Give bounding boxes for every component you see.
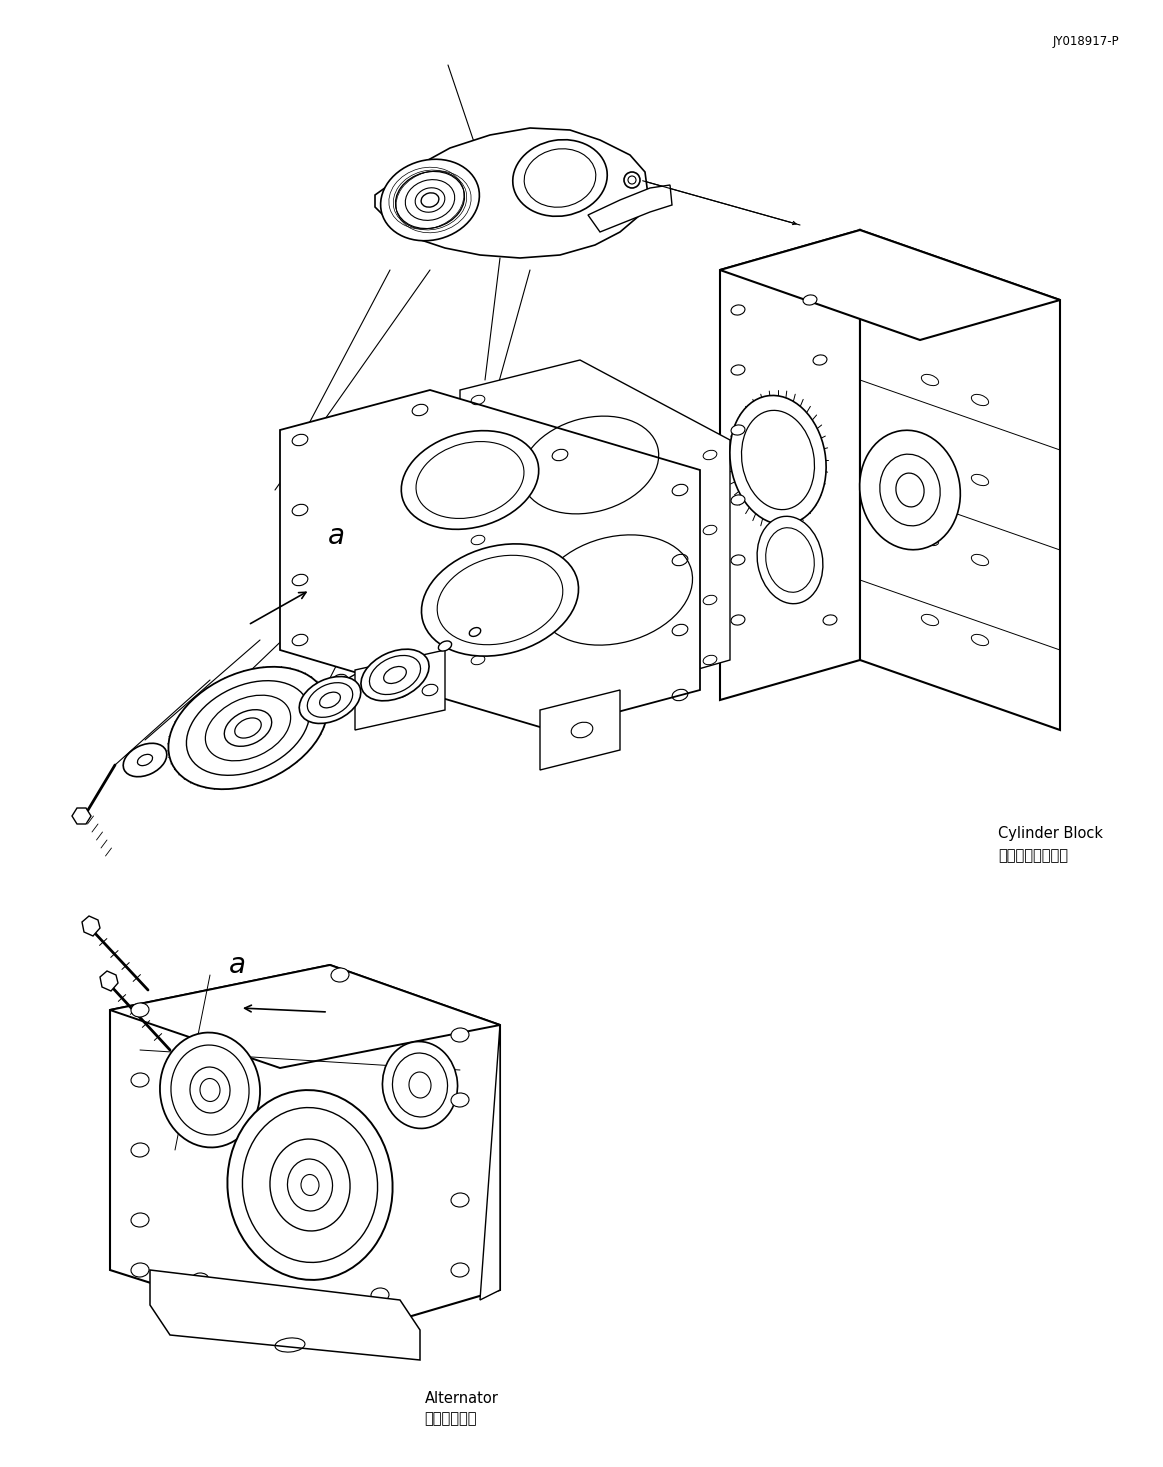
Ellipse shape (813, 355, 827, 365)
Ellipse shape (732, 494, 745, 505)
Polygon shape (280, 390, 700, 731)
Polygon shape (859, 230, 1059, 731)
Polygon shape (720, 230, 859, 700)
Text: a: a (229, 951, 247, 978)
Ellipse shape (896, 472, 925, 508)
Ellipse shape (732, 425, 745, 436)
Ellipse shape (804, 295, 816, 305)
Ellipse shape (224, 710, 272, 747)
Ellipse shape (730, 396, 826, 525)
Ellipse shape (732, 365, 745, 376)
Polygon shape (72, 808, 91, 824)
Text: a: a (328, 522, 345, 550)
Ellipse shape (270, 1138, 350, 1231)
Polygon shape (540, 689, 620, 770)
Polygon shape (480, 1025, 500, 1300)
Polygon shape (100, 971, 117, 992)
Ellipse shape (169, 667, 328, 789)
Ellipse shape (451, 1028, 469, 1042)
Text: JY018917-P: JY018917-P (1053, 35, 1119, 48)
Text: シリンダブロック: シリンダブロック (998, 848, 1068, 863)
Ellipse shape (380, 160, 479, 241)
Ellipse shape (421, 192, 438, 207)
Ellipse shape (757, 516, 823, 604)
Ellipse shape (331, 968, 349, 981)
Ellipse shape (513, 139, 607, 216)
Ellipse shape (383, 1042, 457, 1128)
Polygon shape (355, 650, 445, 731)
Polygon shape (110, 965, 500, 1068)
Ellipse shape (823, 615, 837, 625)
Ellipse shape (451, 1263, 469, 1276)
Text: オルタネータ: オルタネータ (424, 1411, 477, 1426)
Ellipse shape (131, 1263, 149, 1276)
Ellipse shape (131, 1003, 149, 1017)
Polygon shape (150, 1270, 420, 1360)
Text: Cylinder Block: Cylinder Block (998, 826, 1103, 841)
Ellipse shape (271, 1303, 288, 1317)
Ellipse shape (451, 1093, 469, 1108)
Ellipse shape (228, 1090, 393, 1279)
Polygon shape (588, 185, 672, 232)
Polygon shape (110, 965, 500, 1339)
Circle shape (625, 172, 640, 188)
Ellipse shape (732, 305, 745, 315)
Ellipse shape (371, 1288, 388, 1303)
Ellipse shape (190, 1067, 230, 1113)
Ellipse shape (732, 555, 745, 565)
Ellipse shape (859, 430, 961, 550)
Ellipse shape (131, 1072, 149, 1087)
Ellipse shape (438, 641, 451, 651)
Ellipse shape (131, 1143, 149, 1157)
Ellipse shape (131, 1213, 149, 1226)
Ellipse shape (361, 650, 429, 701)
Ellipse shape (191, 1273, 209, 1287)
Ellipse shape (160, 1033, 261, 1147)
Polygon shape (720, 230, 1059, 340)
Polygon shape (461, 359, 730, 700)
Ellipse shape (123, 744, 166, 776)
Ellipse shape (732, 615, 745, 625)
Polygon shape (374, 128, 648, 258)
Ellipse shape (451, 1193, 469, 1207)
Text: Alternator: Alternator (424, 1391, 499, 1405)
Polygon shape (83, 915, 100, 936)
Ellipse shape (470, 628, 480, 637)
Ellipse shape (421, 544, 578, 656)
Ellipse shape (401, 431, 538, 530)
Ellipse shape (299, 676, 361, 723)
